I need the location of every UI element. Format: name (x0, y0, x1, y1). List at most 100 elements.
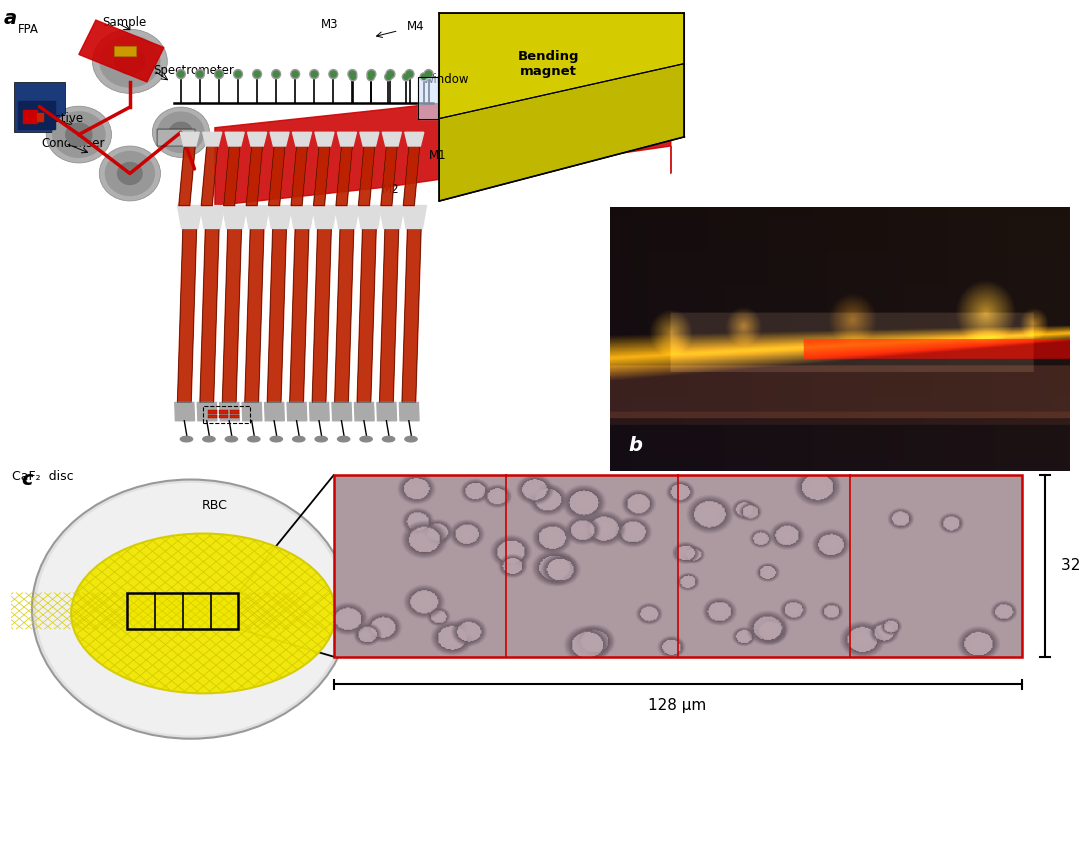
Ellipse shape (233, 69, 243, 79)
Polygon shape (312, 206, 337, 228)
Polygon shape (354, 403, 374, 421)
Polygon shape (200, 206, 225, 228)
Ellipse shape (405, 69, 414, 79)
Bar (37, 112, 43, 121)
Bar (219, 415, 228, 418)
Polygon shape (404, 146, 420, 206)
Polygon shape (198, 403, 217, 421)
Ellipse shape (114, 48, 145, 74)
Polygon shape (225, 132, 244, 146)
Ellipse shape (93, 29, 167, 93)
Ellipse shape (293, 436, 305, 442)
Polygon shape (379, 228, 399, 403)
Ellipse shape (203, 436, 215, 442)
Polygon shape (292, 146, 308, 206)
Bar (157, 129, 194, 146)
Polygon shape (222, 228, 242, 403)
Text: RBC: RBC (201, 499, 227, 512)
Polygon shape (289, 206, 314, 228)
Polygon shape (332, 403, 352, 421)
Ellipse shape (315, 436, 327, 442)
Ellipse shape (310, 69, 319, 79)
Polygon shape (222, 206, 247, 228)
Bar (203, 406, 251, 423)
Bar (127, 593, 239, 629)
Text: Sample: Sample (103, 16, 147, 29)
Circle shape (32, 480, 350, 739)
Ellipse shape (404, 74, 408, 79)
Ellipse shape (368, 71, 375, 77)
Text: 128 μm: 128 μm (648, 698, 706, 713)
Ellipse shape (367, 69, 376, 79)
Ellipse shape (420, 73, 428, 80)
Bar (157, 129, 194, 146)
Ellipse shape (291, 69, 299, 79)
Ellipse shape (368, 74, 373, 79)
Polygon shape (360, 132, 379, 146)
Text: Bending
magnet: Bending magnet (517, 49, 579, 78)
Ellipse shape (351, 74, 355, 79)
Ellipse shape (406, 71, 413, 77)
Ellipse shape (152, 107, 210, 157)
Text: CaF₂  disc: CaF₂ disc (12, 470, 73, 484)
Circle shape (37, 483, 345, 734)
Ellipse shape (176, 69, 186, 79)
Polygon shape (179, 146, 195, 206)
Polygon shape (335, 228, 354, 403)
Bar (14, 82, 65, 132)
Ellipse shape (403, 73, 409, 80)
Ellipse shape (426, 71, 432, 77)
Bar (208, 410, 217, 414)
Polygon shape (79, 20, 164, 82)
Polygon shape (268, 206, 292, 228)
Bar (23, 111, 37, 124)
Ellipse shape (53, 111, 105, 157)
Polygon shape (357, 228, 376, 403)
Text: M1: M1 (429, 149, 447, 162)
Ellipse shape (330, 71, 336, 77)
Polygon shape (269, 146, 285, 206)
Polygon shape (382, 132, 402, 146)
Ellipse shape (180, 436, 192, 442)
Polygon shape (379, 206, 404, 228)
Text: c: c (22, 470, 32, 489)
Ellipse shape (253, 69, 261, 79)
Bar (114, 46, 136, 56)
Ellipse shape (235, 71, 241, 77)
Ellipse shape (197, 71, 203, 77)
Polygon shape (377, 403, 396, 421)
Ellipse shape (360, 436, 373, 442)
Polygon shape (242, 403, 261, 421)
Ellipse shape (273, 71, 280, 77)
Ellipse shape (384, 73, 392, 80)
Bar (219, 410, 228, 414)
Bar (418, 78, 438, 118)
Polygon shape (313, 146, 329, 206)
Ellipse shape (349, 71, 355, 77)
Polygon shape (268, 228, 286, 403)
Bar (208, 415, 217, 418)
Polygon shape (312, 228, 332, 403)
Ellipse shape (66, 124, 92, 146)
Polygon shape (315, 132, 334, 146)
Text: Spectrometer: Spectrometer (153, 64, 234, 77)
Polygon shape (219, 403, 240, 421)
Ellipse shape (367, 73, 375, 80)
Bar (230, 415, 239, 418)
Ellipse shape (349, 73, 356, 80)
Ellipse shape (106, 151, 154, 195)
Polygon shape (265, 403, 284, 421)
Text: Objective: Objective (28, 112, 84, 125)
Polygon shape (224, 146, 240, 206)
Ellipse shape (311, 71, 318, 77)
Ellipse shape (272, 69, 281, 79)
Polygon shape (201, 146, 218, 206)
Text: b: b (629, 436, 643, 455)
Polygon shape (287, 403, 307, 421)
Polygon shape (245, 228, 264, 403)
Ellipse shape (46, 106, 111, 163)
Ellipse shape (118, 162, 143, 185)
Ellipse shape (100, 35, 160, 87)
Polygon shape (336, 146, 352, 206)
Ellipse shape (424, 69, 433, 79)
